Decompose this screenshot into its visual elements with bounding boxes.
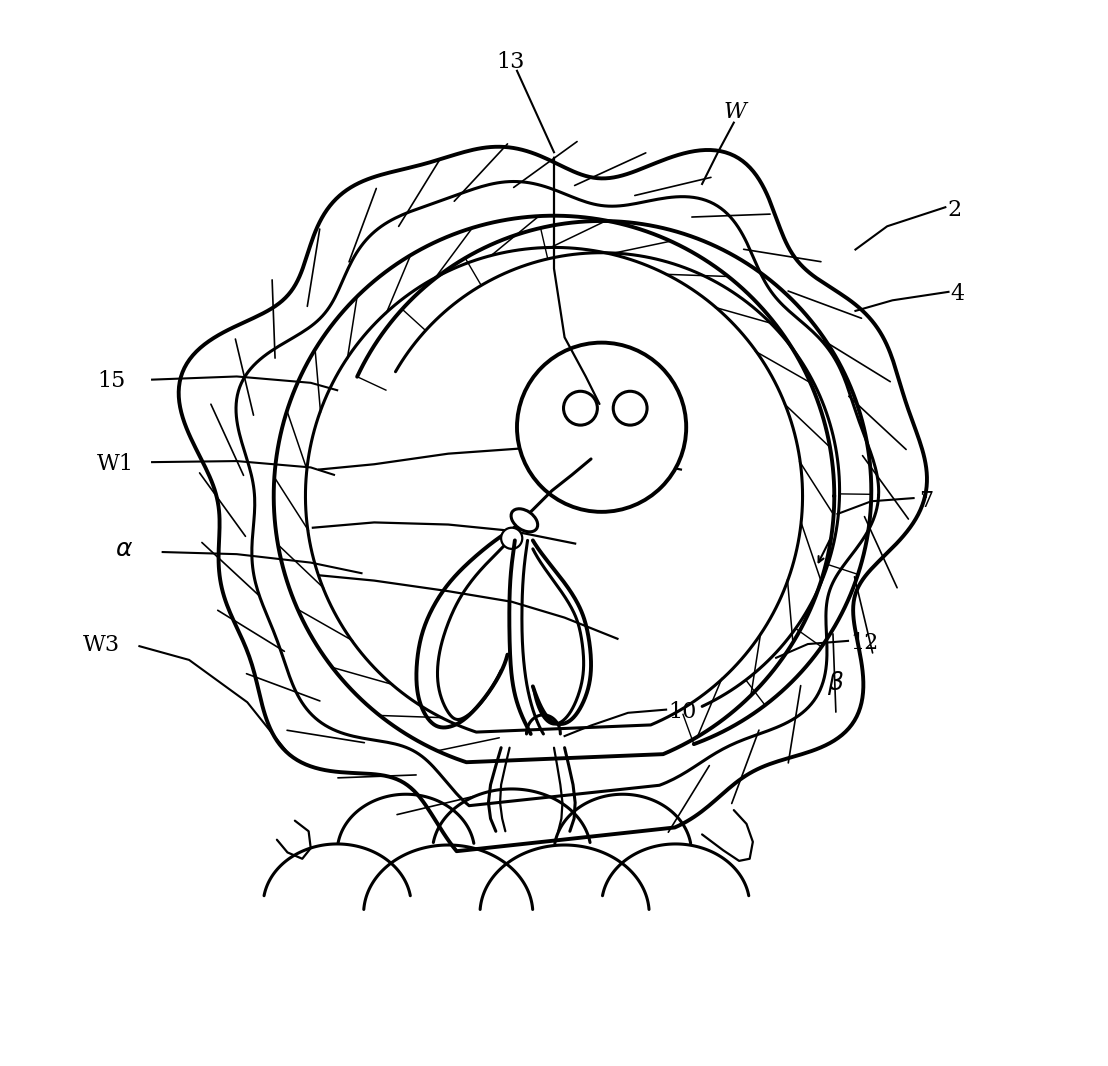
Text: 10: 10 <box>668 701 697 723</box>
Circle shape <box>564 391 597 425</box>
Text: W1: W1 <box>98 453 134 474</box>
Text: 2: 2 <box>947 198 962 221</box>
Ellipse shape <box>511 508 537 532</box>
Text: 12: 12 <box>850 632 879 655</box>
Circle shape <box>501 528 522 549</box>
Text: W3: W3 <box>83 634 121 657</box>
Text: 4: 4 <box>951 284 965 305</box>
Text: $\beta$: $\beta$ <box>827 668 844 696</box>
Text: W: W <box>724 101 746 124</box>
Text: 13: 13 <box>495 50 524 72</box>
Circle shape <box>517 342 686 512</box>
Text: 15: 15 <box>98 370 125 392</box>
Text: 7: 7 <box>919 489 933 512</box>
Text: $\alpha$: $\alpha$ <box>115 538 133 562</box>
Circle shape <box>613 391 647 425</box>
